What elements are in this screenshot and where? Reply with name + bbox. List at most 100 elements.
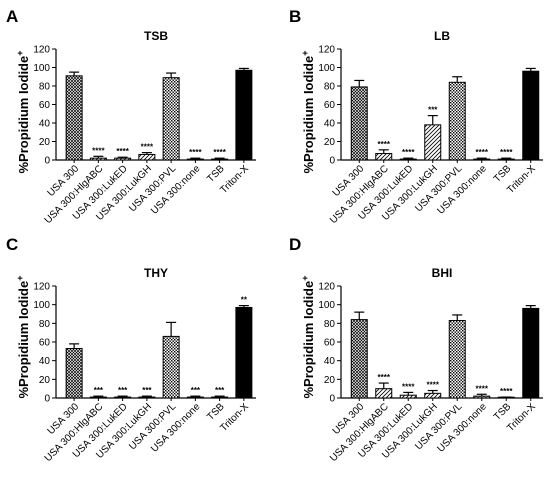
significance-label: **** — [141, 143, 154, 152]
x-tick-label: TSB — [492, 163, 514, 185]
y-tick-label: 20 — [324, 375, 336, 386]
y-tick-label: 40 — [39, 119, 51, 130]
y-axis-label-superscript: + — [15, 276, 25, 281]
bar — [211, 396, 229, 399]
x-tick-label: TSB — [492, 401, 514, 423]
panel-letter: B — [289, 7, 301, 26]
significance-label: *** — [191, 386, 201, 395]
chart-title: TSB — [144, 29, 168, 43]
y-tick-label: 0 — [329, 156, 335, 167]
bar — [138, 153, 156, 161]
significance-label: ** — [241, 296, 248, 305]
bar — [399, 394, 417, 399]
y-tick-label: 60 — [39, 100, 51, 111]
panel-d: D %Propidium Iodide+ BHI 0 20 40 60 80 100 120… — [289, 235, 543, 464]
y-axis-label: %Propidium Iodide+ — [300, 276, 316, 399]
y-tick-label: 40 — [324, 356, 336, 367]
bar — [114, 396, 132, 399]
bar — [235, 69, 253, 161]
bar — [350, 319, 368, 399]
panel-b: B %Propidium Iodide+ LB 020406080100120U… — [289, 7, 543, 226]
bar — [138, 396, 156, 399]
significance-label: **** — [402, 382, 415, 391]
y-tick-label: 0 — [329, 394, 335, 405]
bar — [350, 86, 368, 161]
significance-label: **** — [92, 146, 105, 155]
y-axis-label-text: %Propidium Iodide — [301, 56, 316, 174]
y-tick-label: 0 — [44, 156, 50, 167]
significance-label: **** — [378, 373, 391, 382]
significance-label: **** — [427, 381, 440, 390]
significance-label: *** — [142, 386, 152, 395]
chart-title: LB — [434, 29, 450, 43]
bar — [424, 124, 442, 161]
bar — [186, 396, 204, 399]
y-tick-label: 20 — [39, 375, 51, 386]
significance-label: **** — [378, 140, 391, 149]
chart-title: BHI — [432, 266, 453, 280]
y-axis-label-superscript: + — [15, 51, 25, 56]
y-tick-label: 120 — [33, 282, 50, 293]
significance-label: **** — [476, 384, 489, 393]
y-tick-label: 60 — [39, 338, 51, 349]
bar — [65, 348, 83, 399]
y-tick-label: 0 — [44, 394, 50, 405]
bar — [162, 335, 180, 399]
significance-label: **** — [213, 148, 226, 157]
significance-label: *** — [118, 386, 128, 395]
y-axis-label-text: %Propidium Iodide — [301, 281, 316, 399]
bar — [473, 158, 491, 161]
chart-title: THY — [144, 266, 168, 280]
bar — [497, 158, 515, 161]
y-tick-label: 60 — [324, 338, 336, 349]
y-tick-label: 40 — [39, 356, 51, 367]
bar — [211, 158, 229, 161]
panel-letter: D — [289, 235, 301, 254]
panel-letter: A — [6, 7, 18, 26]
bar — [114, 157, 132, 161]
bar — [375, 153, 393, 161]
panel-a: A %Propidium Iodide+ TSB 0 20 40 60 80 100 120… — [6, 7, 256, 226]
bar — [89, 396, 107, 399]
significance-label: **** — [500, 148, 513, 157]
significance-label: **** — [500, 387, 513, 396]
significance-label: *** — [215, 386, 225, 395]
y-tick-label: 40 — [324, 119, 336, 130]
y-tick-label: 80 — [39, 82, 51, 93]
bar — [89, 157, 107, 161]
significance-label: **** — [189, 148, 202, 157]
y-tick-label: 100 — [33, 63, 50, 74]
bar — [65, 75, 83, 161]
bar — [399, 158, 417, 161]
bar — [186, 158, 204, 161]
y-tick-label: 120 — [318, 45, 335, 56]
panel-letter: C — [6, 235, 18, 254]
y-axis-label: %Propidium Iodide+ — [15, 276, 31, 399]
bar — [424, 392, 442, 399]
bar — [162, 77, 180, 161]
y-tick-label: 20 — [324, 137, 336, 148]
bar — [448, 81, 466, 161]
y-tick-label: 80 — [39, 319, 51, 330]
y-tick-label: 100 — [318, 63, 335, 74]
y-tick-label: 80 — [324, 319, 336, 330]
y-axis-label-superscript: + — [300, 51, 310, 56]
bar — [375, 388, 393, 399]
significance-label: *** — [94, 386, 104, 395]
y-tick-label: 120 — [33, 45, 50, 56]
y-axis-label-superscript: + — [300, 276, 310, 281]
significance-label: *** — [428, 106, 438, 115]
y-axis-label: %Propidium Iodide+ — [15, 51, 31, 174]
bar — [473, 395, 491, 399]
y-tick-label: 100 — [33, 300, 50, 311]
y-tick-label: 100 — [318, 300, 335, 311]
y-tick-label: 20 — [39, 137, 51, 148]
y-tick-label: 120 — [318, 282, 335, 293]
significance-label: **** — [116, 147, 129, 156]
